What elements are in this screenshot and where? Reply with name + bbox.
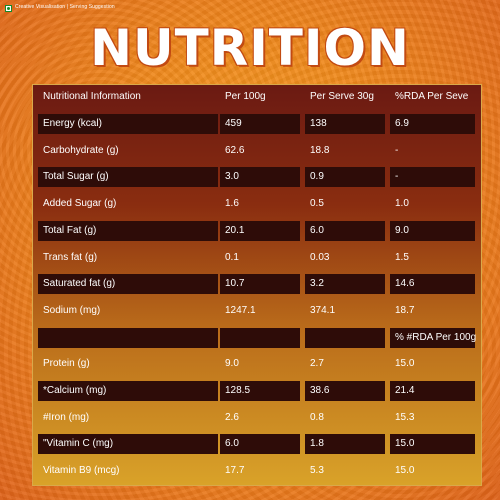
table-cell: Protein (g) <box>43 358 90 370</box>
table-cell: 1.8 <box>305 434 385 455</box>
table-cell: 5.3 <box>310 465 324 477</box>
table-cell: 2.7 <box>310 358 324 370</box>
table-cell: 9.0 <box>390 220 475 241</box>
table-cell: 6.0 <box>305 220 385 241</box>
table-cell: 1.5 <box>395 251 409 263</box>
table-row: Sodium (mg) 1247.1 374.1 18.7 <box>33 298 481 324</box>
table-cell: 2.6 <box>225 411 239 423</box>
table-cell: 374.1 <box>310 304 336 316</box>
table-cell: 21.4 <box>390 381 475 401</box>
table-cell: 10.7 <box>220 274 300 295</box>
table-cell: 138 <box>305 114 385 134</box>
header-cell: %RDA Per Seve <box>395 91 469 102</box>
table-row: "Vitamin C (mg) 6.0 1.8 15.0 <box>33 431 481 457</box>
table-cell: 1247.1 <box>225 304 256 316</box>
table-row: Protein (g) 9.0 2.7 15.0 <box>33 351 481 377</box>
table-row: Trans fat (g) 0.1 0.03 1.5 <box>33 245 481 271</box>
table-row: Total Fat (g) 20.1 6.0 9.0 <box>33 218 481 244</box>
table-row: Carbohydrate (g) 62.6 18.8 - <box>33 138 481 164</box>
table-cell: 9.0 <box>225 358 239 370</box>
table-cell: 0.1 <box>225 251 239 263</box>
table-cell: Carbohydrate (g) <box>43 144 119 156</box>
table-cell: 3.0 <box>220 167 300 188</box>
table-row: % #RDA Per 100g <box>33 325 481 351</box>
table-cell: 62.6 <box>225 144 245 156</box>
table-cell: Vitamin B9 (mcg) <box>43 465 120 477</box>
table-cell: 18.7 <box>395 304 415 316</box>
table-row: #Iron (mg) 2.6 0.8 15.3 <box>33 405 481 431</box>
table-cell: 6.9 <box>390 114 475 134</box>
table-cell: #Iron (mg) <box>43 411 90 423</box>
table-row: Added Sugar (g) 1.6 0.5 1.0 <box>33 191 481 217</box>
table-cell: Saturated fat (g) <box>38 274 218 295</box>
veg-symbol-icon <box>5 5 12 12</box>
table-cell: 18.8 <box>310 144 330 156</box>
table-cell: 0.03 <box>310 251 330 263</box>
table-row: Vitamin B9 (mcg) 17.7 5.3 15.0 <box>33 458 481 484</box>
nutrition-table: Nutritional Information Per 100g Per Ser… <box>32 84 482 486</box>
table-cell: *Calcium (mg) <box>38 381 218 401</box>
table-cell <box>305 327 385 348</box>
table-header-row: Nutritional Information Per 100g Per Ser… <box>33 85 481 111</box>
table-cell: 0.9 <box>305 167 385 188</box>
table-cell: Trans fat (g) <box>43 251 98 263</box>
table-cell: 0.5 <box>310 198 324 210</box>
header-cell: Nutritional Information <box>43 91 141 102</box>
table-row: *Calcium (mg) 128.5 38.6 21.4 <box>33 378 481 404</box>
table-cell: Total Sugar (g) <box>38 167 218 188</box>
table-cell: 1.0 <box>395 198 409 210</box>
table-cell: 17.7 <box>225 465 245 477</box>
table-cell: Added Sugar (g) <box>43 198 117 210</box>
table-cell: Energy (kcal) <box>38 114 218 134</box>
table-cell: 459 <box>220 114 300 134</box>
table-cell: 15.3 <box>395 411 415 423</box>
table-cell: 6.0 <box>220 434 300 455</box>
table-cell: 38.6 <box>305 381 385 401</box>
table-row: Total Sugar (g) 3.0 0.9- <box>33 164 481 190</box>
table-cell: Sodium (mg) <box>43 304 101 316</box>
table-cell: 1.6 <box>225 198 239 210</box>
table-cell: 15.0 <box>395 465 415 477</box>
table-cell: Total Fat (g) <box>38 220 218 241</box>
table-cell: % #RDA Per 100g <box>390 327 476 348</box>
table-cell: 3.2 <box>305 274 385 295</box>
table-cell: 15.0 <box>395 358 415 370</box>
page-title: NUTRITION <box>90 19 410 77</box>
table-row: Saturated fat (g) 10.7 3.2 14.6 <box>33 271 481 297</box>
table-cell: "Vitamin C (mg) <box>38 434 218 455</box>
table-row: Energy (kcal) 459 138 6.9 <box>33 111 481 137</box>
table-cell <box>220 327 300 348</box>
table-cell: - <box>390 167 475 188</box>
disclaimer-text: Creative Visualisation | Serving Suggest… <box>15 4 115 10</box>
table-cell: 15.0 <box>390 434 475 455</box>
table-cell: 20.1 <box>220 220 300 241</box>
table-cell <box>38 327 218 348</box>
table-cell: 14.6 <box>390 274 475 295</box>
table-cell: 0.8 <box>310 411 324 423</box>
header-cell: Per Serve 30g <box>310 91 374 102</box>
header-cell: Per 100g <box>225 91 266 102</box>
table-cell: - <box>395 144 399 156</box>
table-cell: 128.5 <box>220 381 300 401</box>
